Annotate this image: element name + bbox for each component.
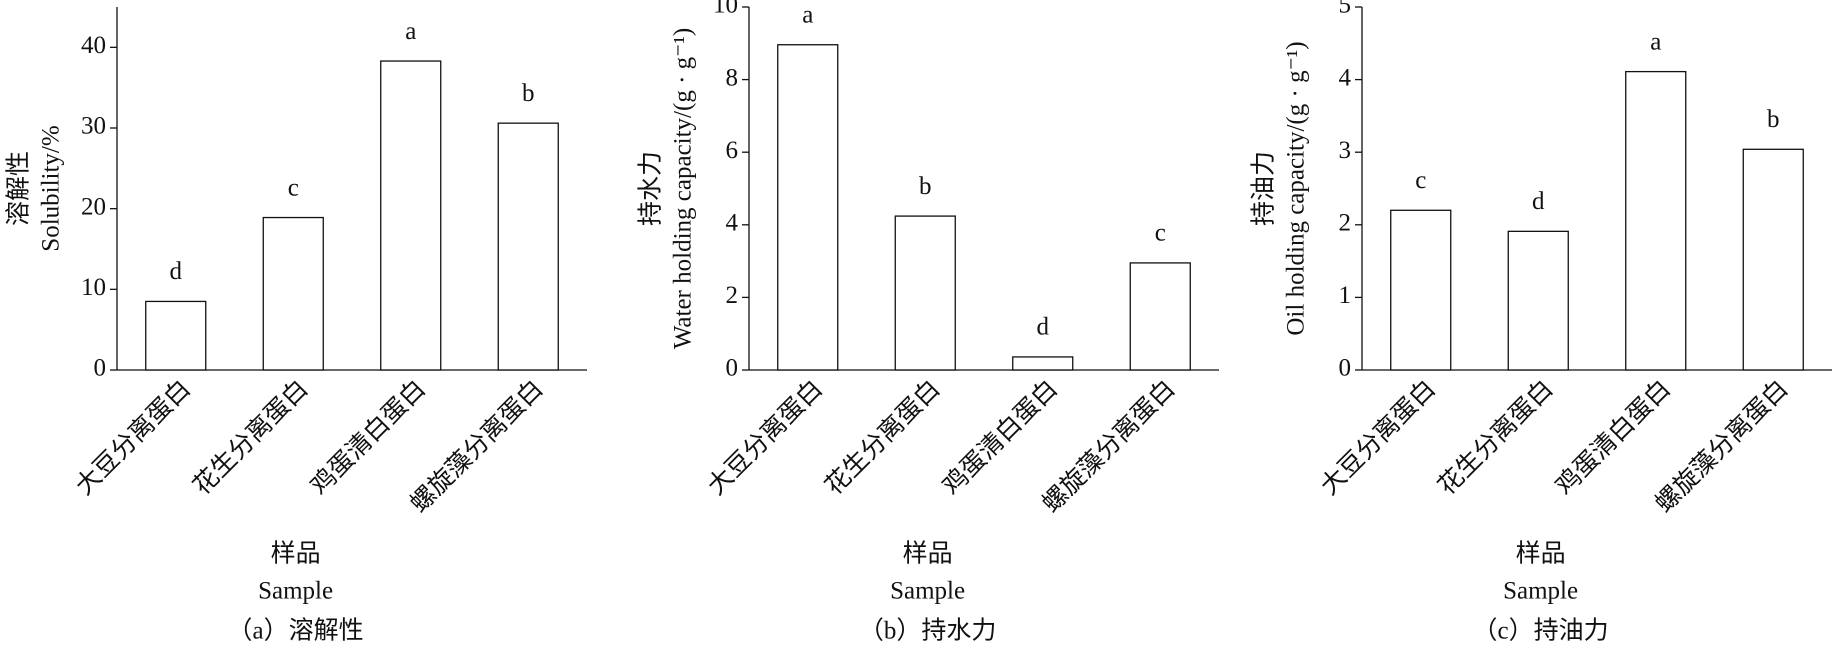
bar xyxy=(1742,148,1804,371)
y-tick-label: 1 xyxy=(1339,282,1352,309)
significance-label: c xyxy=(1155,220,1166,247)
significance-label: d xyxy=(1532,188,1545,215)
x-tick-label: 鸡蛋清白蛋白 xyxy=(1550,374,1676,500)
y-tick-label: 30 xyxy=(81,113,106,140)
y-tick-label: 2 xyxy=(1339,210,1352,237)
x-tick-label: 鸡蛋清白蛋白 xyxy=(305,374,431,500)
y-axis-label: 持油力 xyxy=(1250,151,1278,226)
significance-label: b xyxy=(1767,106,1780,133)
x-axis-label: 样品 xyxy=(271,540,321,568)
x-axis-label: 样品 xyxy=(903,540,953,568)
caption: （b）持水力 xyxy=(859,617,997,645)
y-tick-label: 5 xyxy=(1339,0,1352,19)
bar xyxy=(262,216,324,371)
bar xyxy=(380,60,442,371)
significance-label: b xyxy=(919,173,932,200)
bar xyxy=(1390,209,1452,371)
x-tick-label: 大豆分离蛋白 xyxy=(1315,374,1441,500)
bar xyxy=(1129,262,1191,371)
significance-label: d xyxy=(1037,314,1050,341)
caption: （c）持油力 xyxy=(1473,617,1609,645)
bar xyxy=(1625,70,1687,371)
bar xyxy=(1012,356,1074,371)
x-tick-label: 花生分离蛋白 xyxy=(188,374,314,500)
y-tick-label: 4 xyxy=(726,210,739,237)
y-tick-label: 40 xyxy=(81,32,106,59)
x-tick-label: 鸡蛋清白蛋白 xyxy=(937,374,1063,500)
significance-label: c xyxy=(1415,167,1426,194)
x-tick-label: 花生分离蛋白 xyxy=(820,374,946,500)
x-axis-label: Sample xyxy=(258,578,333,605)
significance-label: d xyxy=(170,258,183,285)
bar xyxy=(777,44,839,371)
y-tick-label: 8 xyxy=(726,64,739,91)
bar xyxy=(1507,230,1569,371)
y-axis-label: Oil holding capacity/(g · g⁻¹) xyxy=(1283,41,1310,335)
y-tick-label: 0 xyxy=(1339,355,1352,382)
x-tick-label: 大豆分离蛋白 xyxy=(70,374,196,500)
y-tick-label: 6 xyxy=(726,137,739,164)
significance-label: c xyxy=(288,174,299,201)
significance-label: a xyxy=(802,1,813,28)
y-tick-label: 20 xyxy=(81,193,106,220)
y-tick-label: 0 xyxy=(94,355,107,382)
y-tick-label: 10 xyxy=(713,0,738,19)
x-tick-label: 花生分离蛋白 xyxy=(1433,374,1559,500)
y-axis-label: 持水力 xyxy=(637,151,665,226)
x-axis-label: Sample xyxy=(1503,578,1578,605)
y-tick-label: 4 xyxy=(1339,64,1352,91)
significance-label: b xyxy=(522,80,535,107)
y-tick-label: 0 xyxy=(726,355,739,382)
bar xyxy=(145,300,207,371)
y-axis-label: 溶解性 xyxy=(5,151,33,226)
bar xyxy=(894,215,956,371)
significance-label: a xyxy=(1650,28,1661,55)
bar xyxy=(497,122,559,371)
caption: （a）溶解性 xyxy=(228,617,364,645)
y-tick-label: 10 xyxy=(81,274,106,301)
x-axis-label: Sample xyxy=(890,578,965,605)
x-axis-label: 样品 xyxy=(1516,540,1566,568)
significance-label: a xyxy=(405,18,416,45)
y-tick-label: 2 xyxy=(726,282,739,309)
y-axis-label: Solubility/% xyxy=(38,125,65,251)
x-tick-label: 大豆分离蛋白 xyxy=(702,374,828,500)
y-tick-label: 3 xyxy=(1339,137,1352,164)
y-axis-label: Water holding capacity/(g · g⁻¹) xyxy=(670,28,697,349)
